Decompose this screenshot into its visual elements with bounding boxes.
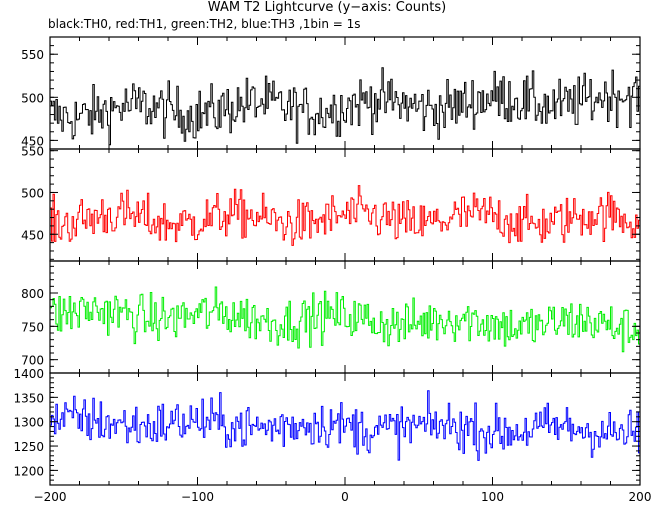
y-tick-label: 800 [21, 287, 44, 301]
y-tick-label: 550 [21, 145, 44, 159]
series-line-th3 [50, 390, 640, 461]
y-tick-label: 750 [21, 320, 44, 334]
x-tick-label: 200 [629, 490, 652, 504]
chart-title: WAM T2 Lightcurve (y−axis: Counts) [207, 0, 447, 15]
y-tick-label: 1350 [13, 391, 44, 405]
x-tick-label: 100 [481, 490, 504, 504]
series-line-th0 [50, 67, 640, 146]
x-tick-label: −100 [181, 490, 214, 504]
y-tick-label: 1250 [13, 440, 44, 454]
y-tick-label: 450 [21, 134, 44, 148]
y-tick-label: 500 [21, 91, 44, 105]
y-tick-label: 1300 [13, 416, 44, 430]
y-tick-label: 700 [21, 354, 44, 368]
series-line-th2 [50, 286, 640, 353]
y-tick-label: 450 [21, 228, 44, 242]
x-tick-label: 0 [341, 490, 349, 504]
y-tick-label: 1200 [13, 464, 44, 478]
series-line-th1 [50, 185, 640, 246]
y-tick-label: 550 [21, 48, 44, 62]
chart-subtitle: black:TH0, red:TH1, green:TH2, blue:TH3 … [48, 17, 361, 31]
y-tick-label: 500 [21, 186, 44, 200]
y-tick-label: 1400 [13, 367, 44, 381]
x-tick-label: −200 [34, 490, 67, 504]
